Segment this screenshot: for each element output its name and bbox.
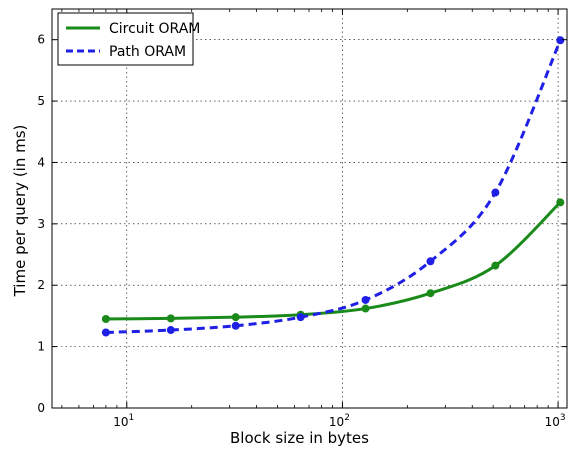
data-point-path-oram — [361, 295, 370, 304]
data-point-path-oram — [101, 328, 110, 337]
y-tick-label: 6 — [37, 33, 45, 47]
axis-ticks: 0 1 2 3 4 5 6 101 102 103 — [37, 9, 567, 429]
data-point-path-oram — [491, 188, 500, 197]
data-point-circuit-oram — [426, 289, 435, 298]
data-point-circuit-oram — [556, 198, 565, 207]
data-point-circuit-oram — [361, 304, 370, 313]
data-point-circuit-oram — [491, 261, 500, 270]
data-point-circuit-oram — [231, 313, 240, 322]
data-point-path-oram — [296, 313, 305, 322]
legend: Circuit ORAM Path ORAM — [57, 12, 200, 66]
x-axis-label: Block size in bytes — [230, 429, 369, 447]
series-line-circuit-oram — [105, 201, 562, 321]
data-point-path-oram — [166, 326, 175, 335]
y-tick-label: 2 — [37, 278, 45, 292]
x-tick-label: 101 — [113, 413, 134, 429]
legend-box — [57, 12, 194, 66]
legend-label-path-oram: Path ORAM — [109, 44, 186, 60]
y-axis-label: Time per query (in ms) — [11, 125, 29, 298]
y-tick-label: 5 — [37, 94, 45, 108]
plot-frame — [51, 8, 568, 409]
y-tick-label: 3 — [37, 217, 45, 231]
data-point-circuit-oram — [101, 314, 110, 323]
data-point-path-oram — [426, 257, 435, 266]
y-tick-label: 4 — [37, 155, 45, 169]
y-tick-label: 1 — [37, 340, 45, 354]
grid-lines — [52, 9, 567, 408]
y-tick-label: 0 — [37, 401, 45, 415]
x-tick-label: 103 — [545, 413, 566, 429]
series-line-path-oram — [105, 39, 562, 334]
series-layer — [101, 36, 565, 337]
x-tick-label: 102 — [329, 413, 350, 429]
legend-label-circuit-oram: Circuit ORAM — [109, 21, 200, 37]
data-point-circuit-oram — [166, 314, 175, 323]
data-point-path-oram — [556, 36, 565, 45]
data-point-path-oram — [231, 321, 240, 330]
